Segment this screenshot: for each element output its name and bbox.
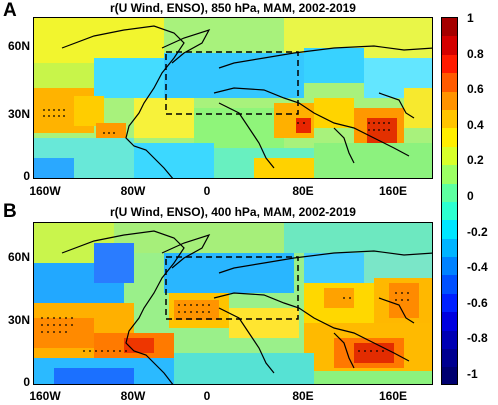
colorbar-swatch xyxy=(442,312,457,331)
colorbar-swatch xyxy=(442,91,457,110)
colorbar-swatch xyxy=(442,238,457,258)
colorbar-swatch xyxy=(442,18,457,37)
panel-b-xtick-80w: 80W xyxy=(120,389,146,403)
panel-b-xtick-160e: 160E xyxy=(378,389,408,403)
panel-a-ytick-30n: 30N xyxy=(7,107,30,121)
colorbar-swatch xyxy=(442,349,457,368)
panel-b-map xyxy=(33,222,433,385)
panel-a-map xyxy=(33,17,433,179)
colorbar-swatch xyxy=(442,128,457,147)
colorbar-swatch xyxy=(442,257,457,276)
colorbar-tick-label: 0.6 xyxy=(467,82,484,97)
panel-a-title: r(U Wind, ENSO), 850 hPa, MAM, 2002-2019 xyxy=(110,1,356,15)
panel-b-ytick-60n: 60N xyxy=(7,250,30,264)
panel-a-xtick-80e: 80E xyxy=(292,184,314,198)
panel-b-xtick-0: 0 xyxy=(203,389,211,403)
colorbar-swatch xyxy=(442,275,457,294)
colorbar xyxy=(441,17,458,385)
colorbar-swatch xyxy=(442,36,457,55)
colorbar-tick-label: 0.2 xyxy=(467,153,484,168)
panel-b-field xyxy=(34,223,432,384)
panel-b-xtick-160w: 160W xyxy=(29,389,61,403)
colorbar-tick-label: 0.4 xyxy=(467,117,484,132)
colorbar-swatch xyxy=(442,109,457,129)
panel-a-ytick-60n: 60N xyxy=(7,39,30,53)
colorbar-tick-label: -0.4 xyxy=(467,260,488,275)
colorbar-tick-label: 0 xyxy=(467,189,474,203)
panel-a-xtick-160w: 160W xyxy=(29,184,61,198)
panel-a-letter: A xyxy=(3,0,17,21)
colorbar-swatch xyxy=(442,73,457,92)
panel-b-ytick-30n: 30N xyxy=(7,313,30,327)
colorbar-swatch xyxy=(442,146,457,166)
colorbar-swatch xyxy=(442,330,457,350)
colorbar-tick-label: -0.8 xyxy=(467,331,488,346)
panel-b-ytick-0: 0 xyxy=(23,375,30,389)
colorbar-swatch xyxy=(442,220,457,239)
colorbar-tick-label: 0.8 xyxy=(467,46,484,61)
panel-a-ytick-0: 0 xyxy=(23,169,30,183)
panel-a-field xyxy=(34,18,432,178)
panel-b-letter: B xyxy=(3,201,17,222)
colorbar-swatch xyxy=(442,165,457,184)
colorbar-swatch xyxy=(442,367,457,384)
colorbar-tick-label: 1 xyxy=(467,11,474,25)
colorbar-swatch xyxy=(442,201,457,221)
colorbar-swatch xyxy=(442,183,457,202)
panel-b-title: r(U Wind, ENSO), 400 hPa, MAM, 2002-2019 xyxy=(110,205,356,219)
colorbar-swatch xyxy=(442,54,457,74)
colorbar-tick-label: -0.2 xyxy=(467,224,488,239)
colorbar-tick-label: -0.6 xyxy=(467,295,488,310)
panel-b-xtick-80e: 80E xyxy=(292,389,314,403)
panel-a-xtick-0: 0 xyxy=(203,184,211,198)
colorbar-tick-label: -1 xyxy=(467,367,478,381)
colorbar-swatch xyxy=(442,293,457,313)
panel-a-xtick-160e: 160E xyxy=(378,184,408,198)
panel-a-xtick-80w: 80W xyxy=(120,184,146,198)
